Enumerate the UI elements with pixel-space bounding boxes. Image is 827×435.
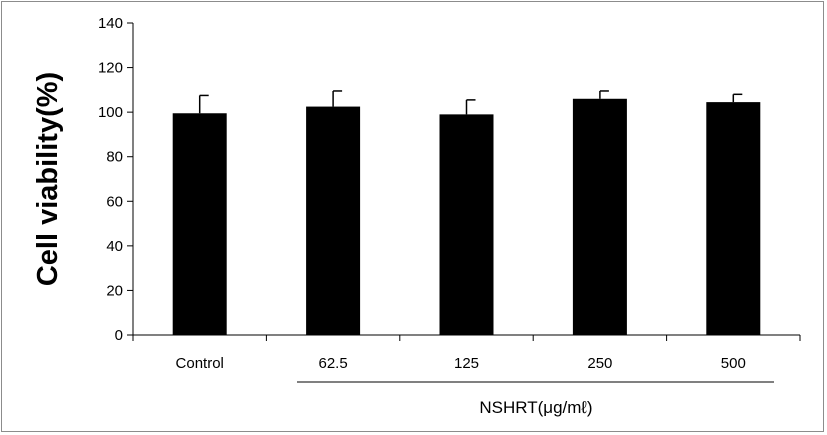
y-tick-label: 0 [115,327,123,344]
x-tick-label: 500 [721,355,746,372]
y-tick-label: 80 [106,149,123,166]
y-axis-label: Cell viability(%) [32,72,64,286]
bar-125 [439,114,494,335]
x-tick-label: 250 [587,355,612,372]
y-tick-label: 120 [98,60,123,77]
bars [172,98,761,336]
x-tick-label: Control [176,355,224,372]
bar-500 [706,102,761,335]
bar-250 [572,98,627,336]
y-tick-label: 140 [98,15,123,32]
y-tick-label: 60 [106,193,123,210]
error-bars [198,90,743,115]
y-tick-label: 20 [106,282,123,299]
x-tick-label: 62.5 [318,355,347,372]
group-label: NSHRT(μg/mℓ) [479,398,592,417]
x-tick-label: 125 [454,355,479,372]
bar-Control [172,113,227,335]
x-ticks [132,335,801,341]
bar-62.5 [306,106,361,335]
y-tick-label: 100 [98,104,123,121]
y-ticks: 0 20 40 60 80 100 120 140 [98,15,133,344]
y-tick-label: 40 [106,238,123,255]
x-tick-labels: Control 62.5 125 250 500 [176,355,746,372]
